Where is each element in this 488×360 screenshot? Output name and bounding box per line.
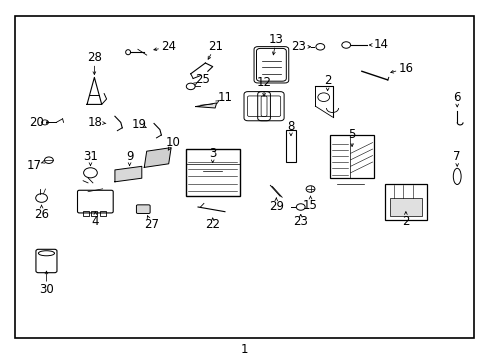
FancyBboxPatch shape	[389, 198, 421, 216]
Text: 9: 9	[125, 150, 133, 163]
Polygon shape	[144, 148, 171, 167]
Text: 23: 23	[290, 40, 305, 53]
Text: 27: 27	[144, 219, 159, 231]
Text: 3: 3	[208, 147, 216, 159]
Text: 10: 10	[166, 136, 181, 149]
Bar	[100, 211, 106, 216]
Bar	[185, 149, 239, 196]
Text: 29: 29	[268, 201, 283, 213]
Bar	[91, 211, 97, 216]
Text: 28: 28	[87, 51, 102, 64]
Bar	[15, 16, 473, 338]
Text: 2: 2	[323, 75, 331, 87]
Text: 18: 18	[88, 116, 102, 129]
Text: 4: 4	[91, 215, 99, 228]
Bar	[329, 135, 373, 178]
Text: 2: 2	[401, 215, 409, 228]
Text: 17: 17	[27, 159, 41, 172]
Polygon shape	[195, 103, 216, 108]
Text: 13: 13	[268, 33, 283, 46]
Text: 19: 19	[132, 118, 146, 131]
Text: 7: 7	[452, 150, 460, 163]
Text: 12: 12	[256, 76, 271, 89]
Text: 1: 1	[240, 343, 248, 356]
Text: 14: 14	[373, 39, 388, 51]
Text: 24: 24	[161, 40, 176, 53]
Text: 21: 21	[207, 40, 222, 53]
Bar	[82, 211, 88, 216]
Text: 8: 8	[286, 120, 294, 132]
Bar	[285, 130, 296, 162]
Text: 16: 16	[398, 62, 412, 75]
Polygon shape	[115, 166, 142, 182]
FancyBboxPatch shape	[136, 205, 150, 213]
Text: 25: 25	[195, 73, 210, 86]
Text: 30: 30	[39, 283, 54, 296]
Text: 11: 11	[217, 91, 232, 104]
Text: 20: 20	[29, 116, 44, 129]
Text: 15: 15	[303, 199, 317, 212]
Text: 26: 26	[34, 208, 49, 221]
Text: 6: 6	[452, 91, 460, 104]
Text: 23: 23	[293, 215, 307, 228]
Text: 5: 5	[347, 129, 355, 141]
Text: 22: 22	[205, 219, 220, 231]
Text: 31: 31	[83, 150, 98, 163]
Bar	[384, 184, 426, 220]
